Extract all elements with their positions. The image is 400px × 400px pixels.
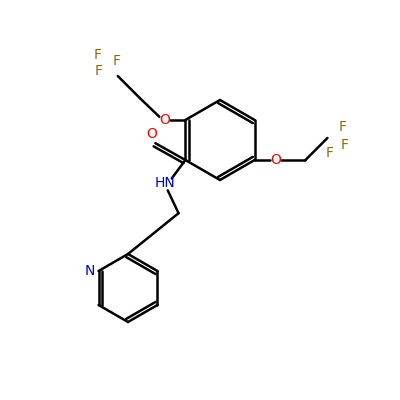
- Text: O: O: [270, 153, 281, 167]
- Text: F: F: [340, 138, 348, 152]
- Text: O: O: [147, 128, 158, 142]
- Text: HN: HN: [154, 176, 175, 190]
- Text: F: F: [326, 146, 334, 160]
- Text: F: F: [112, 54, 120, 68]
- Text: F: F: [339, 120, 347, 134]
- Text: F: F: [94, 64, 102, 78]
- Text: O: O: [159, 113, 170, 127]
- Text: N: N: [84, 264, 95, 278]
- Text: F: F: [94, 48, 102, 62]
